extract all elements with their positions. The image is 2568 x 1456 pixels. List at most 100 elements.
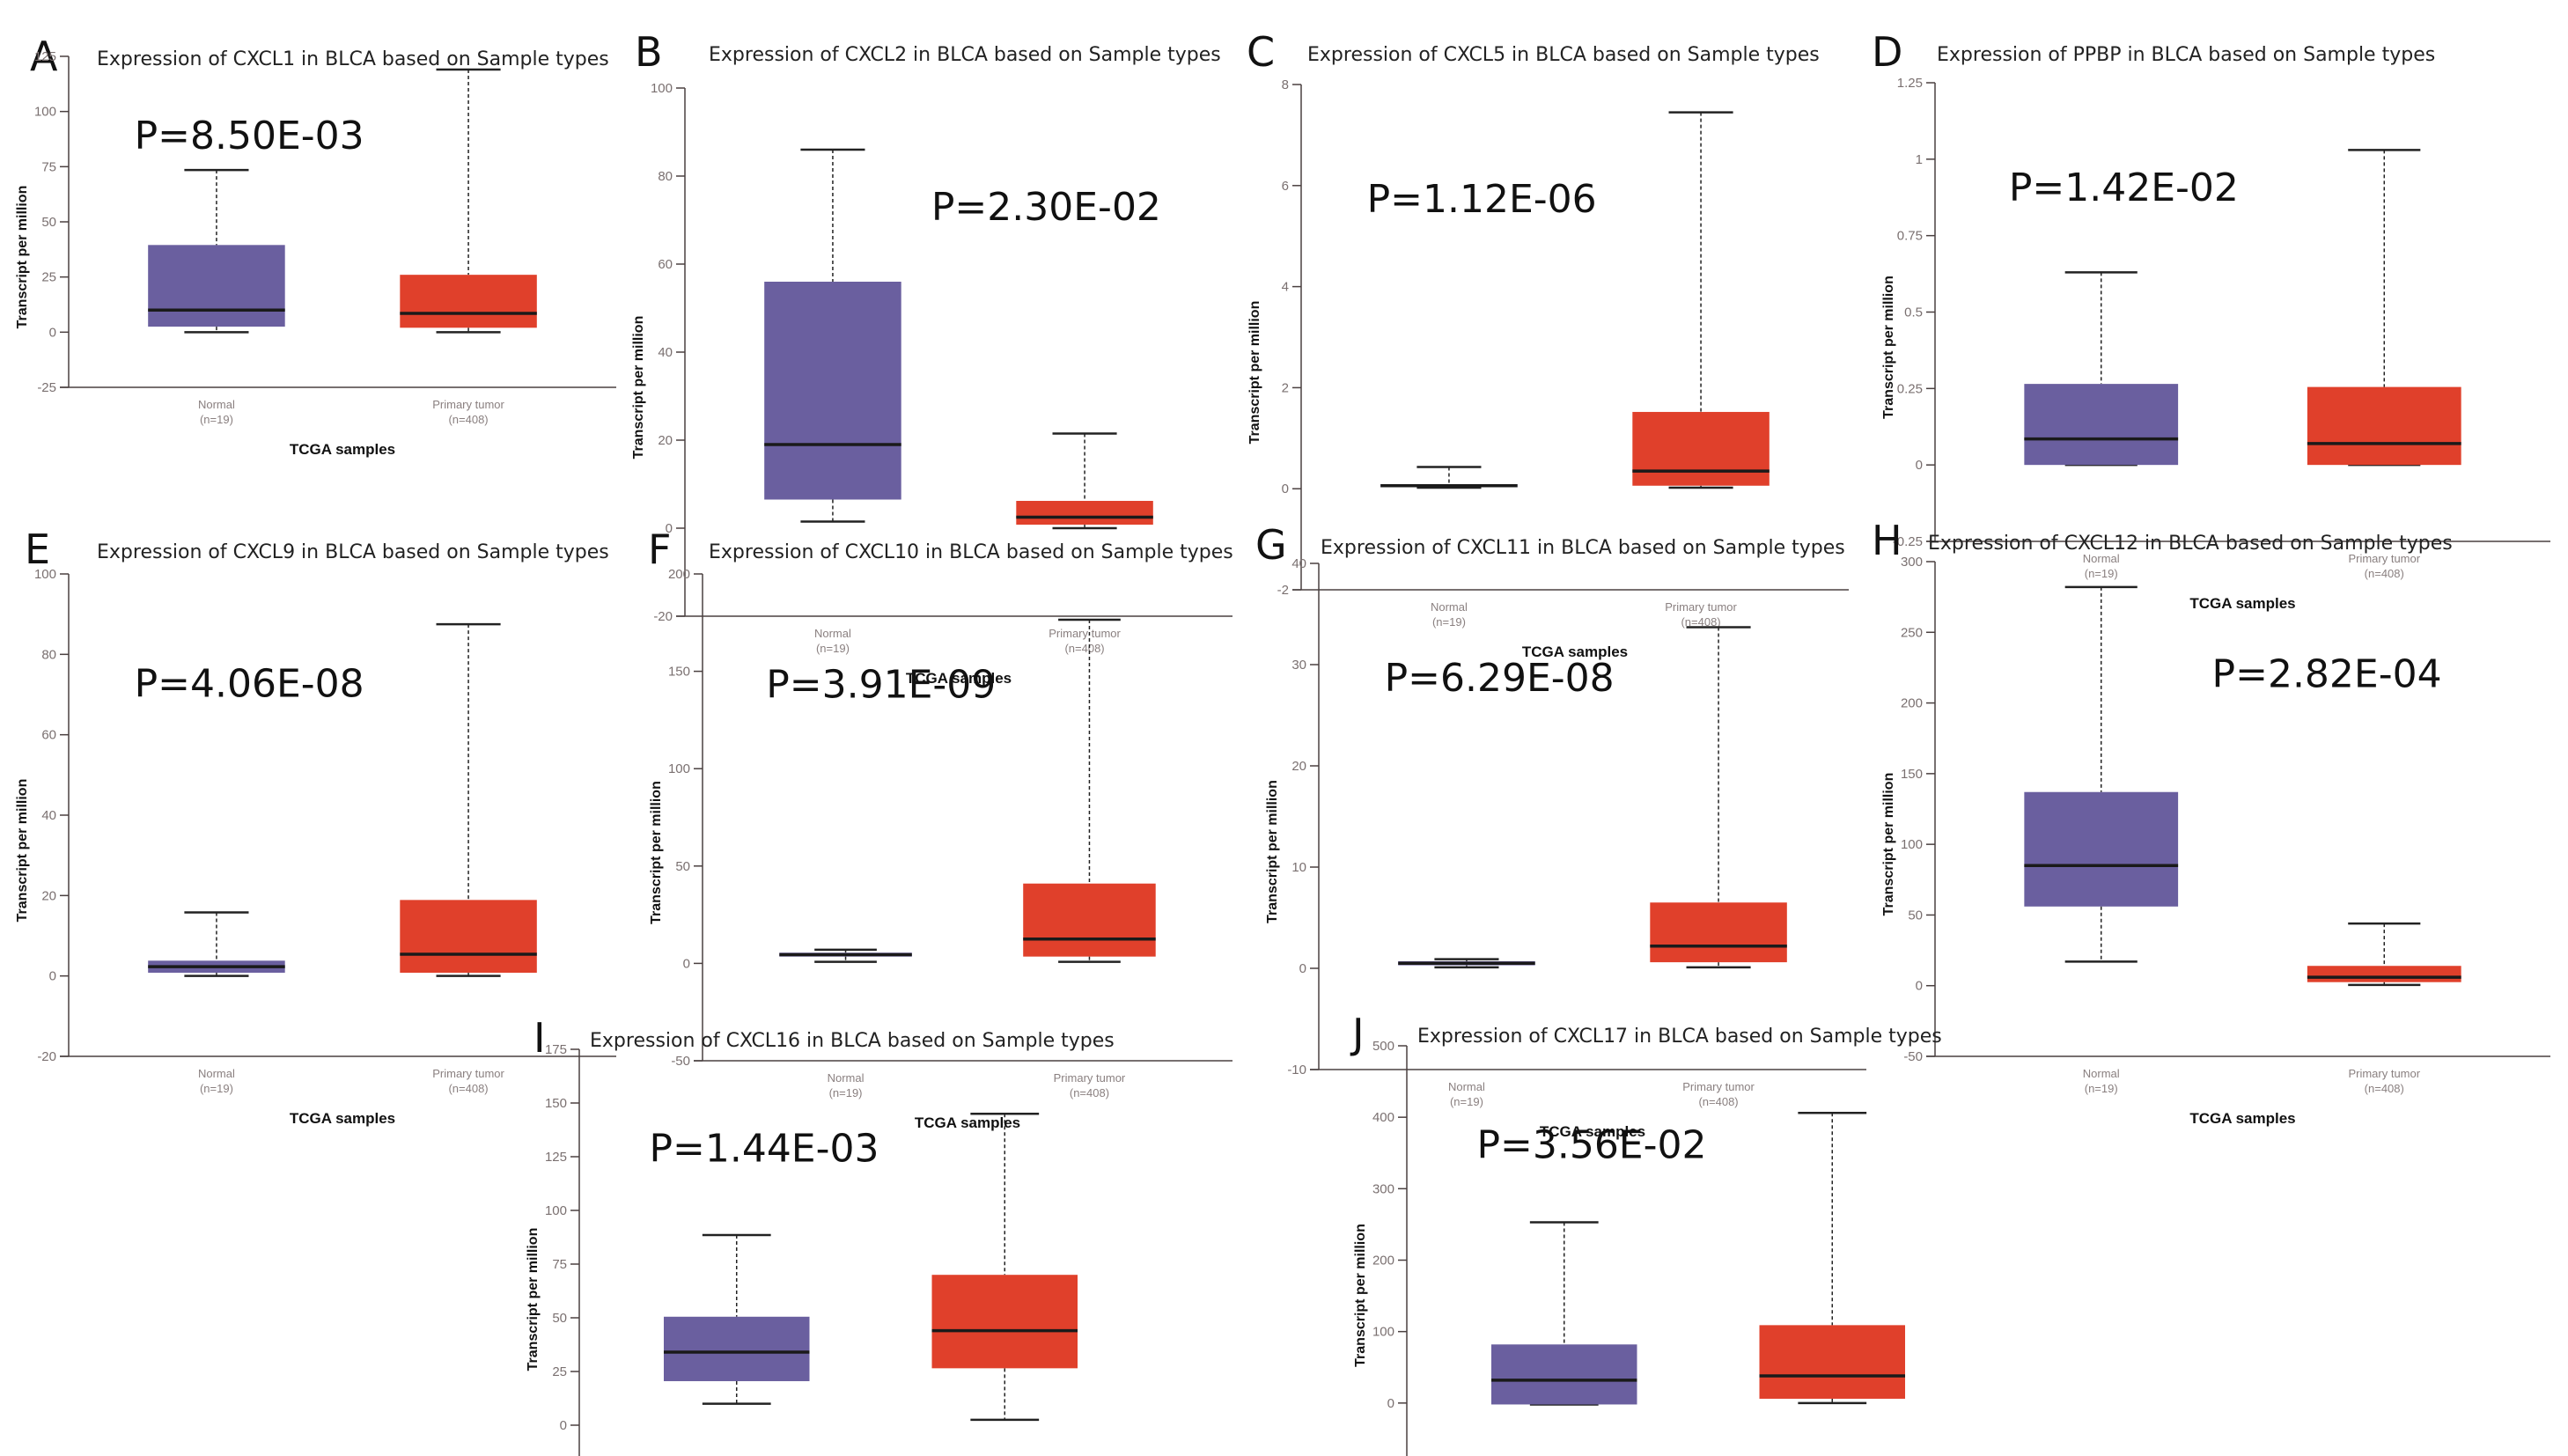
panel-letter: A	[30, 33, 58, 80]
box-normal	[2024, 585, 2179, 963]
y-tick-label: 0	[666, 521, 673, 536]
iqr-box	[1650, 902, 1787, 963]
y-tick-label: 0	[1916, 458, 1923, 473]
y-axis-label: Transcript per million	[1881, 276, 1896, 419]
y-tick-label: 25	[41, 270, 56, 285]
y-tick-label: -20	[37, 1049, 56, 1064]
y-tick-label: 30	[1291, 658, 1306, 673]
y-tick-label: 50	[41, 215, 56, 230]
x-category-label: Primary tumor	[2348, 552, 2420, 565]
x-category-label: Primary tumor	[2348, 1067, 2420, 1080]
chart-title: Expression of CXCL10 in BLCA based on Sa…	[709, 541, 1233, 563]
boxplot-svg-d: D Expression of PPBP in BLCA based on Sam…	[1872, 28, 2550, 612]
panel-c: C Expression of CXCL5 in BLCA based on Sa…	[1232, 0, 1866, 660]
x-category-n: (n=408)	[1064, 642, 1104, 655]
iqr-box	[1023, 883, 1156, 957]
y-tick-label: -2	[1277, 583, 1289, 598]
panel-g: G Expression of CXCL11 in BLCA based on S…	[1250, 493, 1884, 1140]
boxplot-svg-c: C Expression of CXCL5 in BLCA based on Sa…	[1247, 28, 1849, 660]
boxplot-svg-i: I Expression of CXCL16 in BLCA based on S…	[526, 1014, 1115, 1456]
iqr-box	[400, 275, 537, 328]
box-primary-tumor	[1759, 1112, 1906, 1405]
x-category-label: Primary tumor	[1054, 1071, 1126, 1085]
y-axis-label: Transcript per million	[15, 186, 30, 329]
y-tick-label: 0.25	[1897, 381, 1923, 396]
y-tick-label: 100	[34, 105, 56, 120]
y-tick-label: 50	[675, 859, 690, 874]
x-category-label: Normal	[198, 1067, 235, 1080]
panel-letter: B	[635, 28, 663, 76]
iqr-box	[1016, 501, 1153, 525]
x-category-n: (n=19)	[200, 413, 233, 426]
box-primary-tumor	[400, 68, 537, 334]
x-category-n: (n=19)	[2085, 567, 2118, 580]
x-category-n: (n=408)	[1681, 615, 1720, 629]
box-primary-tumor	[931, 1112, 1078, 1422]
boxplot-svg-h: H Expression of CXCL12 in BLCA based on S…	[1872, 517, 2550, 1127]
x-category-n: (n=19)	[829, 1086, 863, 1099]
panel-d: D Expression of PPBP in BLCA based on Sam…	[1866, 0, 2568, 612]
y-tick-label: 100	[668, 761, 690, 776]
iqr-box	[663, 1316, 810, 1381]
y-tick-label: 100	[651, 81, 673, 96]
y-axis-label: Transcript per million	[631, 316, 646, 460]
y-tick-label: 1	[1916, 152, 1923, 167]
x-category-label: Primary tumor	[432, 398, 504, 411]
panel-b: B Expression of CXCL2 in BLCA based on Sa…	[616, 0, 1250, 687]
y-tick-label: 60	[658, 257, 673, 272]
iqr-box	[764, 282, 901, 500]
y-tick-label: -25	[37, 380, 56, 395]
x-axis-label: TCGA samples	[906, 670, 1012, 687]
boxplot-svg-j: J Expression of CXCL17 in BLCA based on S…	[1350, 1010, 1942, 1456]
p-value-annotation: P=1.42E-02	[2009, 165, 2239, 210]
iqr-box	[1632, 411, 1770, 486]
panel-i: I Expression of CXCL16 in BLCA based on S…	[511, 986, 1180, 1456]
p-value-annotation: P=6.29E-08	[1385, 656, 1615, 701]
chart-title: Expression of CXCL2 in BLCA based on Sam…	[709, 44, 1221, 66]
x-category-label: Normal	[2083, 552, 2120, 565]
chart-title: Expression of CXCL5 in BLCA based on Sam…	[1307, 44, 1820, 66]
x-category-label: Primary tumor	[432, 1067, 504, 1080]
y-tick-label: 80	[658, 169, 673, 184]
panel-h: H Expression of CXCL12 in BLCA based on S…	[1866, 493, 2568, 1127]
y-tick-label: 150	[545, 1096, 567, 1111]
y-tick-label: 500	[1372, 1039, 1394, 1054]
iqr-box	[2024, 791, 2179, 907]
box-primary-tumor	[1023, 618, 1156, 963]
y-tick-label: 0	[683, 956, 690, 971]
p-value-annotation: P=4.06E-08	[135, 662, 364, 707]
y-tick-label: 20	[658, 433, 673, 448]
x-category-label: Normal	[198, 398, 235, 411]
box-normal	[779, 948, 912, 963]
y-tick-label: 0.75	[1897, 229, 1923, 244]
y-tick-label: 1.25	[1897, 76, 1923, 91]
iqr-box	[2307, 966, 2461, 982]
x-category-n: (n=19)	[1450, 1095, 1483, 1108]
y-axis-label: Transcript per million	[1247, 301, 1262, 445]
y-tick-label: 0	[1916, 979, 1923, 994]
box-normal	[1398, 958, 1535, 969]
panel-letter: D	[1872, 28, 1902, 76]
y-tick-label: 175	[545, 1042, 567, 1057]
box-normal	[2024, 271, 2179, 467]
y-tick-label: 100	[34, 567, 56, 582]
x-axis-label: TCGA samples	[2189, 1110, 2295, 1127]
p-value-annotation: P=1.12E-06	[1367, 177, 1597, 222]
chart-title: Expression of CXCL12 in BLCA based on Sa…	[1928, 533, 2453, 555]
y-tick-label: 0	[49, 325, 56, 340]
y-tick-label: 100	[545, 1203, 567, 1218]
p-value-annotation: P=8.50E-03	[135, 114, 364, 158]
y-axis-label: Transcript per million	[1881, 773, 1896, 916]
y-tick-label: 300	[1901, 555, 1923, 570]
panel-letter: C	[1247, 28, 1275, 76]
y-tick-label: 4	[1282, 280, 1289, 295]
p-value-annotation: P=1.44E-03	[649, 1127, 879, 1172]
x-category-n: (n=408)	[1070, 1086, 1109, 1099]
y-tick-label: 80	[41, 647, 56, 662]
y-tick-label: -50	[671, 1054, 690, 1069]
box-normal	[764, 148, 901, 523]
box-normal	[663, 1233, 810, 1405]
box-normal	[148, 168, 285, 334]
panel-letter: F	[648, 526, 671, 573]
x-category-label: Normal	[1431, 600, 1468, 614]
